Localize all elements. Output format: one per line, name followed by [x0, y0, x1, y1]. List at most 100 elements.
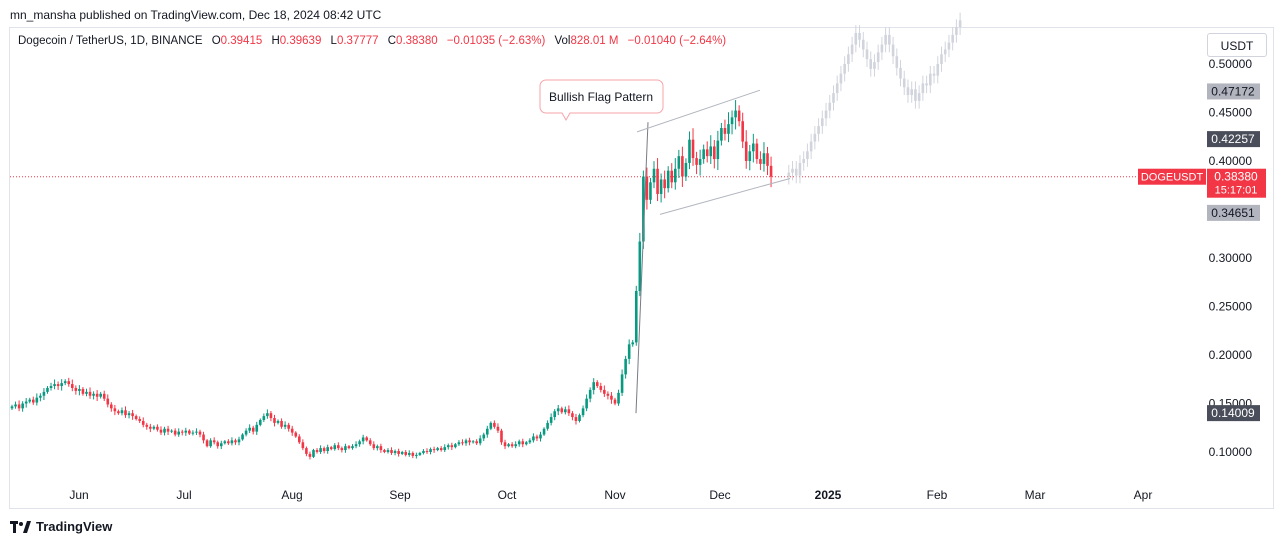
candle[interactable] — [85, 391, 88, 394]
candle[interactable] — [400, 452, 404, 454]
candle[interactable] — [613, 399, 617, 404]
candle[interactable] — [500, 430, 503, 443]
candle[interactable] — [716, 140, 720, 160]
candle[interactable] — [333, 445, 337, 450]
candle[interactable] — [319, 448, 322, 452]
candle[interactable] — [418, 452, 422, 455]
candle[interactable] — [450, 445, 454, 448]
candle[interactable] — [461, 442, 464, 444]
candle[interactable] — [752, 143, 755, 152]
candle[interactable] — [542, 428, 546, 435]
candle[interactable] — [415, 454, 418, 456]
candle[interactable] — [673, 168, 677, 183]
candle[interactable] — [276, 420, 280, 423]
candle[interactable] — [347, 446, 351, 449]
candle[interactable] — [344, 446, 347, 451]
candle[interactable] — [312, 450, 315, 457]
candle[interactable] — [638, 241, 642, 291]
candle[interactable] — [688, 139, 691, 163]
candle[interactable] — [42, 391, 46, 396]
flag-channel-bottom[interactable] — [659, 177, 791, 215]
candle[interactable] — [436, 448, 439, 451]
candle[interactable] — [216, 442, 220, 447]
candle[interactable] — [255, 424, 259, 432]
candle[interactable] — [258, 419, 262, 425]
candle[interactable] — [287, 424, 290, 429]
candle[interactable] — [691, 139, 695, 159]
candle[interactable] — [223, 441, 227, 444]
candle[interactable] — [241, 434, 244, 440]
candle[interactable] — [145, 424, 149, 427]
candle[interactable] — [383, 450, 386, 452]
candle[interactable] — [67, 381, 71, 385]
candle[interactable] — [510, 444, 514, 447]
candle[interactable] — [404, 452, 408, 455]
candle[interactable] — [202, 434, 205, 441]
candle[interactable] — [525, 442, 528, 445]
candle[interactable] — [180, 431, 184, 433]
candle[interactable] — [606, 393, 610, 396]
candle[interactable] — [106, 398, 110, 405]
candle[interactable] — [283, 424, 287, 427]
candle[interactable] — [539, 434, 542, 439]
candle[interactable] — [35, 397, 39, 403]
candle[interactable] — [173, 430, 177, 435]
candle[interactable] — [553, 411, 556, 418]
candle[interactable] — [535, 436, 539, 439]
annotation-callout[interactable] — [539, 79, 664, 122]
candle[interactable] — [195, 431, 198, 433]
candle[interactable] — [205, 440, 209, 447]
candle[interactable] — [74, 387, 78, 391]
candle[interactable] — [46, 387, 49, 392]
candle[interactable] — [645, 176, 649, 200]
candle[interactable] — [177, 431, 181, 435]
candle[interactable] — [560, 408, 564, 413]
candle[interactable] — [99, 393, 102, 397]
candle[interactable] — [393, 451, 397, 453]
candle[interactable] — [617, 392, 620, 404]
candle[interactable] — [631, 342, 635, 345]
candle[interactable] — [230, 440, 234, 444]
candle[interactable] — [390, 450, 393, 453]
candle[interactable] — [170, 430, 173, 432]
candle[interactable] — [102, 393, 106, 399]
candle[interactable] — [361, 437, 365, 442]
candle[interactable] — [759, 159, 762, 164]
candle[interactable] — [298, 436, 301, 443]
candle[interactable] — [227, 441, 230, 444]
candle[interactable] — [493, 422, 496, 427]
candle[interactable] — [219, 443, 223, 447]
candle[interactable] — [769, 165, 773, 177]
candle[interactable] — [588, 389, 592, 399]
candle[interactable] — [720, 128, 723, 141]
candle[interactable] — [301, 442, 305, 449]
candle[interactable] — [244, 430, 248, 435]
candle[interactable] — [603, 389, 606, 394]
candle[interactable] — [485, 428, 489, 435]
candle[interactable] — [149, 426, 152, 429]
legend-symbol[interactable]: Dogecoin / TetherUS, 1D, BINANCE — [18, 35, 203, 47]
candle[interactable] — [475, 441, 478, 444]
candle[interactable] — [624, 358, 627, 375]
candle[interactable] — [744, 141, 748, 161]
candle[interactable] — [595, 382, 599, 387]
candle[interactable] — [705, 149, 709, 157]
candle[interactable] — [762, 153, 766, 164]
candle[interactable] — [432, 449, 436, 451]
candle[interactable] — [422, 451, 425, 453]
candle[interactable] — [546, 422, 549, 429]
candle[interactable] — [56, 384, 60, 387]
candle[interactable] — [92, 393, 95, 396]
candle[interactable] — [134, 416, 138, 420]
candle[interactable] — [649, 182, 652, 200]
candle[interactable] — [656, 168, 659, 194]
candle[interactable] — [141, 420, 145, 425]
candle[interactable] — [471, 441, 475, 443]
candle[interactable] — [581, 408, 585, 416]
candle[interactable] — [248, 427, 251, 431]
candle[interactable] — [549, 417, 553, 423]
candle[interactable] — [131, 413, 134, 417]
candle[interactable] — [585, 398, 588, 409]
currency-button[interactable]: USDT — [1207, 33, 1267, 57]
candle[interactable] — [439, 448, 443, 451]
